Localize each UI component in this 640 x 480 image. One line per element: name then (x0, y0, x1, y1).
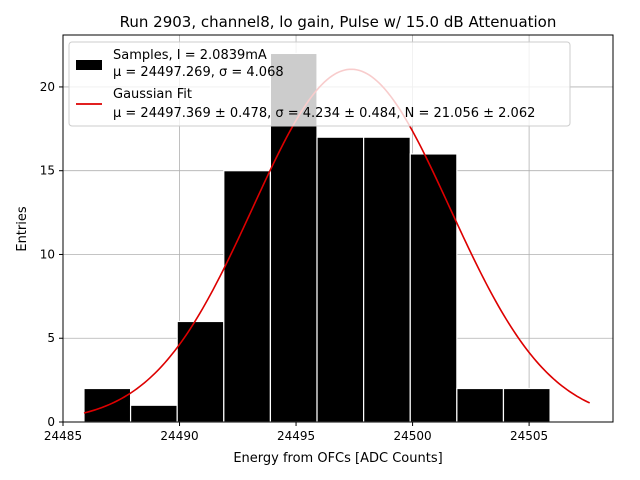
y-tick-label: 15 (40, 164, 55, 178)
histogram-bar (129, 404, 178, 423)
x-tick-label: 24505 (510, 429, 548, 443)
x-tick-label: 24500 (393, 429, 431, 443)
histogram-bar (409, 153, 458, 423)
y-tick-label: 10 (40, 247, 55, 261)
x-tick-label: 24495 (277, 429, 315, 443)
chart-title: Run 2903, channel8, lo gain, Pulse w/ 15… (120, 13, 557, 31)
y-axis-label: Entries (15, 206, 30, 252)
legend: Samples, I = 2.0839mA μ = 24497.269, σ =… (68, 41, 571, 127)
histogram-bar (363, 136, 411, 423)
legend-fit-stats: μ = 24497.369 ± 0.478, σ = 4.234 ± 0.484… (113, 106, 535, 121)
histogram-bar (502, 387, 551, 423)
legend-fit-label: Gaussian Fit (113, 87, 192, 102)
histogram-bar (223, 170, 272, 423)
legend-samples-stats: μ = 24497.269, σ = 4.068 (113, 65, 284, 80)
histogram-bar (456, 387, 505, 423)
y-tick-label: 0 (47, 415, 55, 429)
x-tick-label: 24490 (160, 429, 198, 443)
legend-samples-label: Samples, I = 2.0839mA (113, 48, 267, 63)
x-axis-label: Energy from OFCs [ADC Counts] (233, 451, 442, 466)
histogram-bar (316, 136, 365, 423)
plot-frame (62, 34, 614, 423)
y-tick-label: 20 (40, 80, 55, 94)
legend-samples-swatch (76, 60, 102, 70)
axis-ticks: 24485 24490 24495 24500 24505 0 5 10 15 20 (40, 80, 548, 443)
y-tick-label: 5 (47, 331, 55, 345)
x-tick-label: 24485 (44, 429, 82, 443)
legend-box (68, 41, 571, 127)
